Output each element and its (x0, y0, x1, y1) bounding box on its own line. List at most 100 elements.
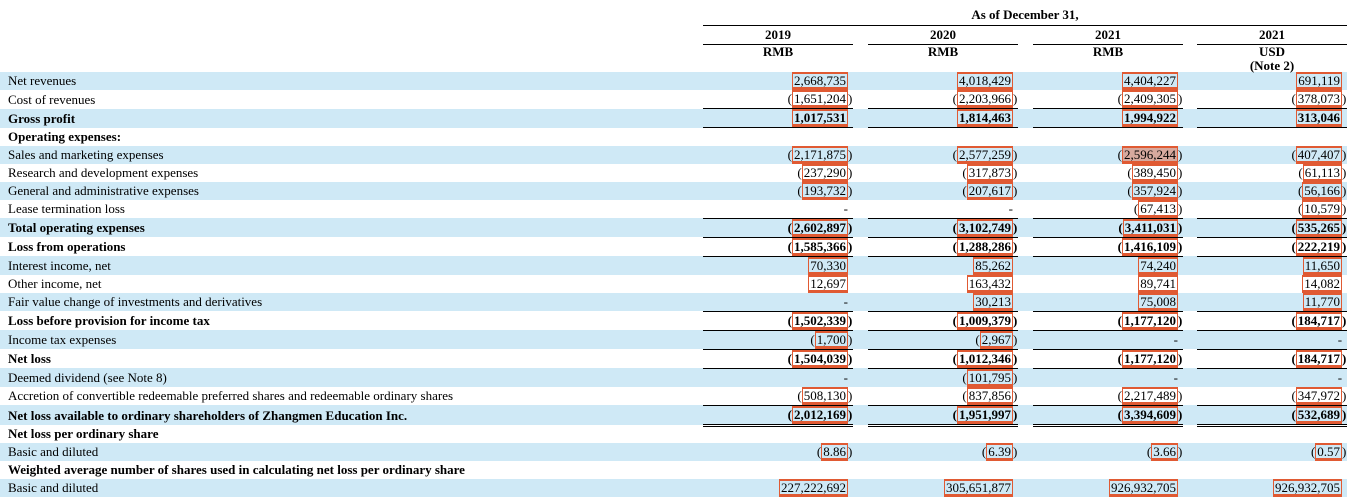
annotation-box: 313,046 (1295, 109, 1343, 127)
column-gap (1018, 59, 1033, 72)
value-cell: (3,102,749) (868, 218, 1018, 238)
column-gap (853, 368, 868, 387)
value-cell: (389,450) (1127, 163, 1183, 182)
annotation-box-highlighted: 2,596,244 (1122, 145, 1178, 164)
currency-label: RMB (762, 44, 794, 59)
column-gap (853, 45, 868, 60)
value-cell: (67,413) (1033, 199, 1183, 219)
open-paren: ( (1117, 312, 1122, 328)
value-cell: (2,171,875) (703, 145, 853, 164)
currency-label: RMB (927, 44, 959, 59)
row-label: Total operating expenses (0, 218, 703, 237)
header-spacer (703, 59, 853, 72)
column-gap (1183, 256, 1197, 275)
open-paren: ( (952, 91, 957, 106)
value-cell: 2,668,735 (703, 72, 853, 90)
open-paren: ( (1117, 146, 1122, 162)
value-cell: - (868, 199, 1018, 219)
row-label: Basic and diluted (0, 443, 703, 461)
value-cell: (532,689) (1197, 405, 1347, 427)
annotation-box: 1,288,286 (957, 237, 1013, 256)
column-gap (1018, 200, 1033, 219)
value-cell: 1,017,531 (703, 108, 853, 128)
row-label: Basic and diluted (0, 479, 703, 497)
annotation-box: 85,262 (973, 256, 1013, 275)
table-row: Deemed dividend (see Note 8) -(101,795) - - (0, 368, 1347, 387)
annotation-box: 1,017,531 (792, 109, 848, 127)
column-gap (853, 90, 868, 109)
annotation-box: 1,009,379 (957, 311, 1013, 330)
row-label: Net loss available to ordinary sharehold… (0, 405, 703, 425)
column-gap (853, 181, 868, 200)
annotation-box: 74,240 (1138, 256, 1178, 275)
value-cell: - (1033, 330, 1183, 350)
column-gap (853, 145, 868, 164)
value-cell (1033, 128, 1183, 146)
open-paren: ( (1127, 182, 1132, 198)
value-cell (1033, 425, 1183, 443)
value-cell: (1,177,120) (1033, 349, 1183, 369)
table-row: Net loss available to ordinary sharehold… (0, 405, 1347, 427)
annotation-box: 10,579 (1302, 199, 1343, 218)
annotation-box: 1,177,120 (1122, 311, 1178, 330)
table-row: Sales and marketing expenses(2,171,875)(… (0, 145, 1347, 164)
value-cell: (407,407) (1197, 145, 1347, 164)
open-paren: ( (1291, 387, 1296, 403)
annotation-box: 2,171,875 (792, 145, 848, 164)
column-gap (1018, 256, 1033, 275)
annotation-box: 1,012,346 (957, 349, 1013, 368)
value-cell: (2,967) (868, 330, 1018, 350)
open-paren: ( (1291, 350, 1296, 366)
value-cell: (3,411,031) (1033, 218, 1183, 238)
value-cell (1197, 425, 1347, 443)
value-cell: (1,951,997) (868, 405, 1018, 427)
annotation-box: 3.66 (1151, 443, 1178, 461)
table-row: Research and development expenses (237,29… (0, 163, 1347, 182)
value-cell: (1,502,339) (703, 311, 853, 331)
value-cell: 227,222,692 (703, 479, 853, 497)
annotation-box: 837,856 (966, 386, 1013, 405)
table-title: As of December 31, (703, 5, 1347, 26)
value-cell: (3.66) (1033, 443, 1183, 461)
column-gap (1183, 164, 1197, 182)
income-statement-table: As of December 31, 2019 2020 2021 2021 R… (0, 5, 1347, 497)
open-paren: ( (1310, 444, 1316, 459)
value-cell: (2,409,305) (1033, 90, 1183, 109)
column-gap (1183, 108, 1197, 128)
value-cell: 11,770 (1197, 292, 1347, 312)
column-gap (853, 218, 868, 237)
value-cell: 11,650 (1197, 256, 1347, 275)
open-paren: ( (962, 387, 967, 403)
open-paren: ( (962, 164, 967, 180)
value-cell: - (703, 368, 853, 387)
open-paren: ( (962, 369, 967, 385)
value-cell: (535,265) (1197, 218, 1347, 238)
value-cell (868, 128, 1018, 146)
value-cell (1197, 128, 1347, 146)
value-cell: (357,924) (1033, 181, 1183, 200)
table-row: Gross profit 1,017,531 1,814,463 1,994,922 3… (0, 108, 1347, 128)
column-gap (1018, 237, 1033, 256)
row-label: Cost of revenues (8, 91, 96, 107)
value-cell: 305,651,877 (868, 479, 1018, 497)
annotation-box: 56,166 (1302, 181, 1343, 200)
table-header: As of December 31, 2019 2020 2021 2021 R… (0, 5, 1347, 72)
open-paren: ( (1297, 200, 1303, 216)
header-spacer (1033, 59, 1183, 72)
annotation-box: 2,012,169 (792, 405, 848, 424)
value-cell: (1,700) (703, 330, 853, 350)
table-row: General and administrative expenses(193,… (0, 181, 1347, 200)
annotation-box: 535,265 (1295, 218, 1343, 237)
annotation-box: 1,177,120 (1122, 349, 1178, 368)
value-cell: (61,113) (1298, 163, 1347, 182)
column-gap (1018, 218, 1033, 237)
annotation-box: 101,795 (966, 368, 1013, 387)
column-gap (1018, 311, 1033, 330)
column-gap (1018, 164, 1033, 182)
column-gap (853, 405, 868, 425)
column-gap (1018, 405, 1033, 425)
value-cell: (10,579) (1197, 199, 1347, 219)
column-gap (1018, 72, 1033, 90)
column-gap (1018, 145, 1033, 164)
annotation-box: 222,219 (1295, 237, 1343, 256)
